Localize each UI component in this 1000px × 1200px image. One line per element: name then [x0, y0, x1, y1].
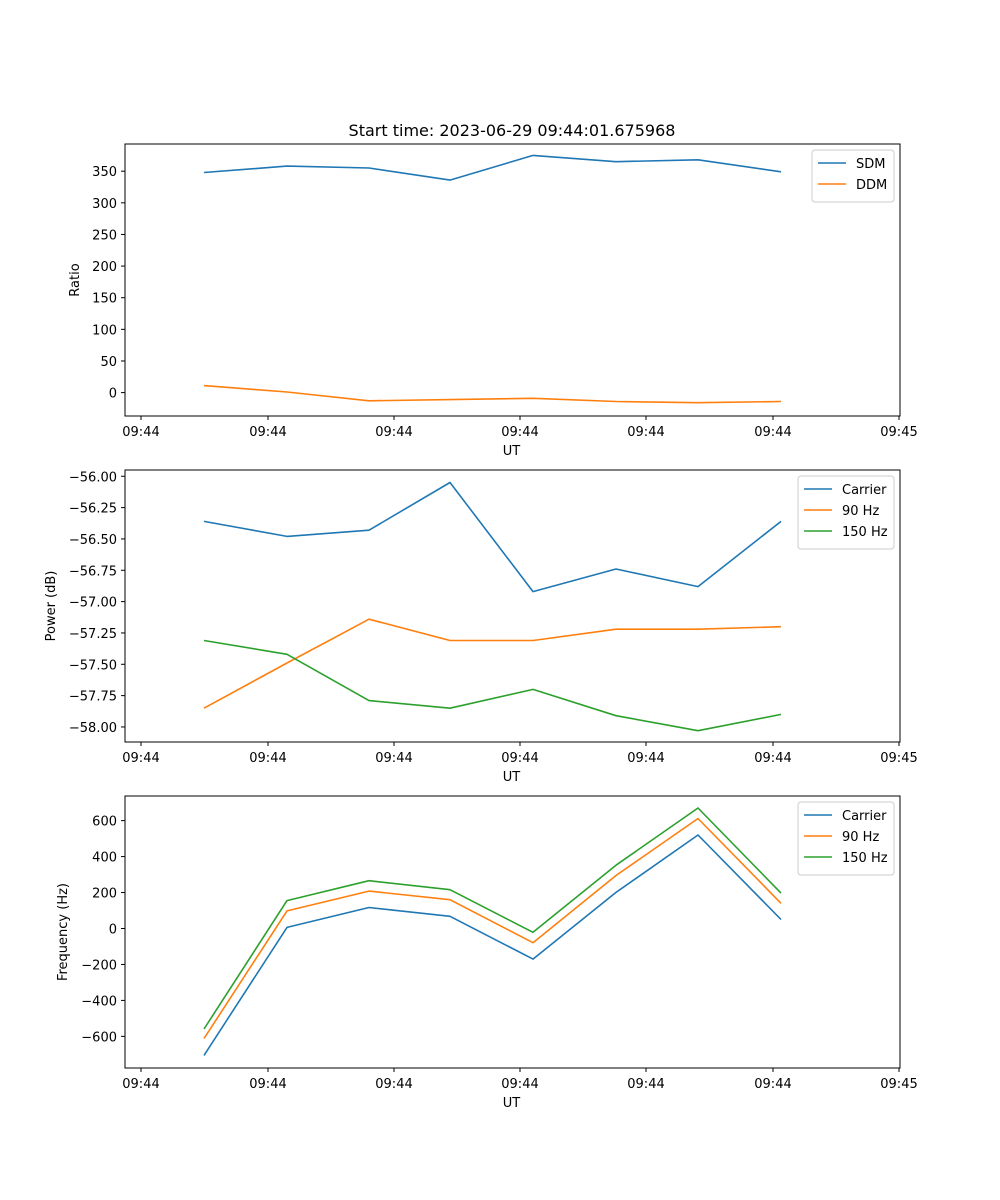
series-line-150-hz	[203, 807, 782, 1030]
x-tick-label: 09:44	[122, 751, 159, 766]
y-tick-label: 200	[92, 887, 117, 902]
chart-panel-2: −56.00 −56.25 −56.50 −56.75 −57.00 −57.25 −57.…	[44, 469, 918, 785]
plot-area-frame	[124, 469, 901, 743]
x-tick-label: 09:44	[754, 1077, 791, 1092]
x-tick-label: 09:44	[754, 425, 791, 440]
x-tick-label: 09:44	[375, 1077, 412, 1092]
x-tick-label: 09:44	[501, 425, 538, 440]
series-line-90-hz	[203, 618, 782, 709]
x-tick-label: 09:44	[249, 751, 286, 766]
y-tick-label: −57.25	[69, 627, 117, 642]
legend-label: 90 Hz	[842, 830, 879, 845]
y-tick-label: −57.75	[69, 690, 117, 705]
x-tick-label: 09:44	[375, 751, 412, 766]
x-tick-label: 09:45	[880, 425, 917, 440]
y-tick-label: 100	[92, 323, 117, 338]
x-axis-label: UT	[503, 770, 521, 785]
legend-label: DDM	[856, 178, 887, 193]
y-tick-label: −57.00	[69, 596, 117, 611]
legend-label: 150 Hz	[842, 851, 888, 866]
legend: Carrier 90 Hz 150 Hz	[797, 475, 895, 550]
chart-panel-1: 0 50 100 150 200 250 300 350 09:44 09:44 09:44 09:4…	[68, 143, 918, 459]
y-tick-label: −57.50	[69, 658, 117, 673]
y-tick-label: 600	[92, 815, 117, 830]
y-tick-label: −56.00	[69, 470, 117, 485]
series-line-carrier	[203, 481, 782, 593]
chart-panel-3: 600 400 200 0 −200 −400 −600 09:44 09:44 09:44 09:…	[56, 795, 918, 1111]
y-tick-label: −56.25	[69, 502, 117, 517]
series-line-150-hz	[203, 639, 782, 732]
legend-label: SDM	[856, 157, 885, 172]
x-tick-label: 09:45	[880, 751, 917, 766]
series-line-carrier	[203, 834, 782, 1056]
y-tick-label: 0	[109, 922, 117, 937]
y-tick-label: 0	[109, 387, 117, 402]
y-tick-label: −58.00	[69, 721, 117, 736]
x-tick-label: 09:44	[754, 751, 791, 766]
series-line-90-hz	[203, 817, 782, 1039]
y-tick-label: 350	[92, 165, 117, 180]
legend: Carrier 90 Hz 150 Hz	[797, 801, 895, 876]
x-axis-label: UT	[503, 444, 521, 459]
y-axis-label: Power (dB)	[44, 571, 59, 642]
y-tick-label: 250	[92, 228, 117, 243]
x-tick-label: 09:45	[880, 1077, 917, 1092]
x-tick-label: 09:44	[627, 425, 664, 440]
legend: SDM DDM	[811, 149, 895, 203]
series-line-ddm	[203, 384, 782, 404]
x-tick-label: 09:44	[122, 425, 159, 440]
plot-area-frame	[124, 143, 901, 417]
x-tick-label: 09:44	[249, 425, 286, 440]
chart-title: Start time: 2023-06-29 09:44:01.675968	[349, 121, 676, 140]
y-tick-label: −200	[81, 958, 117, 973]
y-tick-label: −400	[81, 994, 117, 1009]
y-tick-label: −56.75	[69, 564, 117, 579]
y-tick-label: 300	[92, 197, 117, 212]
x-tick-label: 09:44	[122, 1077, 159, 1092]
legend-label: 90 Hz	[842, 504, 879, 519]
y-axis-label: Frequency (Hz)	[56, 883, 71, 981]
x-tick-label: 09:44	[627, 1077, 664, 1092]
y-tick-label: 150	[92, 292, 117, 307]
legend-label: Carrier	[842, 809, 887, 824]
x-tick-label: 09:44	[249, 1077, 286, 1092]
y-tick-label: −600	[81, 1030, 117, 1045]
legend-label: Carrier	[842, 483, 887, 498]
y-tick-label: 400	[92, 851, 117, 866]
x-tick-label: 09:44	[501, 751, 538, 766]
series-line-sdm	[203, 154, 782, 181]
y-tick-label: 50	[100, 355, 117, 370]
y-tick-label: 200	[92, 260, 117, 275]
y-tick-label: −56.50	[69, 533, 117, 548]
x-tick-label: 09:44	[375, 425, 412, 440]
plot-area-frame	[124, 795, 901, 1069]
x-axis-label: UT	[503, 1096, 521, 1111]
y-axis-label: Ratio	[68, 263, 83, 296]
legend-label: 150 Hz	[842, 525, 888, 540]
x-tick-label: 09:44	[501, 1077, 538, 1092]
x-tick-label: 09:44	[627, 751, 664, 766]
